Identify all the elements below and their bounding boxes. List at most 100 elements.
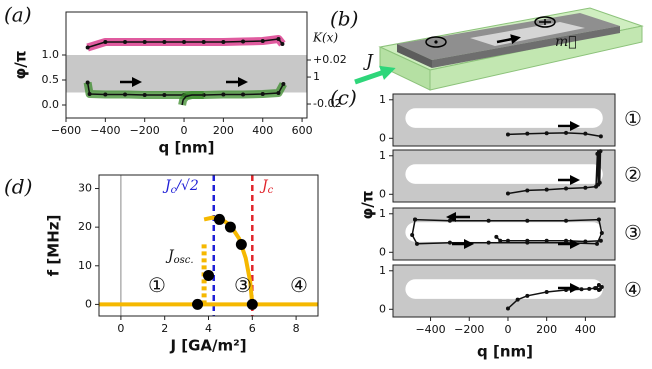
- x-tick-label: 2: [161, 322, 168, 335]
- state-label: ①: [624, 107, 642, 131]
- annotation-subscript: c: [268, 185, 274, 196]
- plot-frame: [392, 149, 616, 203]
- y-tick-label: 0: [379, 302, 386, 315]
- plot-frame: [392, 207, 616, 261]
- data-point: [201, 40, 206, 44]
- data-point: [182, 40, 187, 44]
- data-point: [192, 298, 204, 310]
- y-tick-label: 0: [379, 131, 386, 144]
- data-point: [415, 241, 419, 246]
- x-axis-label: J [GA/m²]: [169, 337, 246, 355]
- annotation-tail: /√2: [174, 178, 199, 194]
- data-point: [505, 306, 510, 311]
- data-point: [410, 232, 415, 237]
- data-point: [505, 238, 510, 243]
- data-point: [525, 238, 530, 243]
- data-point: [447, 218, 452, 223]
- data-point: [564, 186, 569, 191]
- data-point: [246, 298, 258, 310]
- plot-frame: [65, 11, 308, 119]
- data-point: [162, 93, 167, 97]
- shaded-band: [66, 55, 307, 93]
- data-point: [224, 221, 236, 233]
- wire-strip: [405, 108, 603, 128]
- data-point: [162, 40, 167, 44]
- data-point: [494, 234, 499, 239]
- x-tick-label: 600: [292, 124, 313, 137]
- data-point: [103, 92, 108, 97]
- data-point: [525, 218, 530, 223]
- annotation: Jc/√2: [162, 178, 199, 196]
- data-point: [241, 92, 246, 97]
- data-point: [498, 238, 503, 243]
- x-tick-label: 0: [117, 322, 124, 335]
- data-point: [280, 42, 285, 46]
- data-point: [213, 213, 225, 225]
- plot-frame: [392, 93, 616, 147]
- data-point: [583, 239, 588, 244]
- x-axis-label: q [nm]: [477, 343, 533, 361]
- data-point: [544, 131, 549, 136]
- x-tick-label: 0: [504, 323, 511, 336]
- data-point: [544, 187, 549, 192]
- current-label: J: [363, 52, 374, 72]
- data-point: [103, 40, 108, 44]
- annotation-text: J: [165, 248, 175, 264]
- magnetization-label: m⃗: [555, 34, 577, 50]
- state-label: ④: [624, 278, 642, 302]
- data-point: [123, 40, 128, 44]
- x-tick-label: 0: [181, 124, 188, 137]
- annotation: ④: [290, 273, 308, 297]
- data-point: [598, 134, 603, 139]
- data-point: [587, 286, 592, 291]
- x-tick-label: 4: [205, 322, 212, 335]
- x-tick-label: −400: [415, 323, 445, 336]
- device-illustration: [354, 7, 644, 91]
- data-point: [544, 238, 549, 243]
- y-tick-label: 0: [85, 297, 92, 310]
- line: [181, 94, 204, 106]
- annotation-text: ④: [290, 273, 308, 297]
- data-point: [579, 287, 584, 292]
- panel-label: (d): [4, 175, 32, 199]
- data-point: [235, 239, 247, 251]
- state-label: ③: [624, 221, 642, 245]
- y-tick-label: 1: [379, 264, 386, 277]
- data-point: [596, 217, 601, 222]
- data-point: [599, 231, 604, 236]
- data-point: [142, 93, 147, 97]
- data-point: [598, 238, 603, 243]
- data-point: [142, 40, 147, 44]
- wire-strip: [405, 279, 603, 299]
- y2-tick-label: +0.02: [313, 53, 347, 66]
- data-point: [515, 297, 520, 302]
- annotation-text: ③: [234, 273, 252, 297]
- annotation-text: ①: [148, 273, 166, 297]
- annotation: ③: [234, 273, 252, 297]
- data-point: [447, 240, 452, 245]
- y2-tick-label: 1: [313, 70, 320, 83]
- plot-frame: [98, 174, 319, 317]
- panel-label: (a): [4, 3, 32, 27]
- data-point: [583, 185, 588, 190]
- y-tick-label: 0.5: [42, 73, 60, 86]
- data-point: [260, 92, 265, 96]
- x-axis-label: q [nm]: [159, 139, 215, 157]
- data-point: [276, 37, 281, 41]
- plot-frame: [392, 264, 616, 318]
- annotation-subscript: c: [171, 185, 177, 196]
- x-tick-label: 200: [213, 124, 234, 137]
- y-tick-label: 0: [379, 245, 386, 258]
- y-tick-label: 30: [78, 182, 92, 195]
- data-point: [564, 130, 569, 135]
- x-tick-label: −400: [90, 124, 120, 137]
- y-axis-label: φ/π: [359, 190, 377, 219]
- data-point: [525, 188, 530, 193]
- data-point: [564, 238, 569, 243]
- data-point: [583, 131, 588, 136]
- data-point: [486, 240, 491, 245]
- data-point: [221, 40, 226, 44]
- y-tick-label: 10: [78, 259, 92, 272]
- annotation-text: J: [259, 178, 269, 194]
